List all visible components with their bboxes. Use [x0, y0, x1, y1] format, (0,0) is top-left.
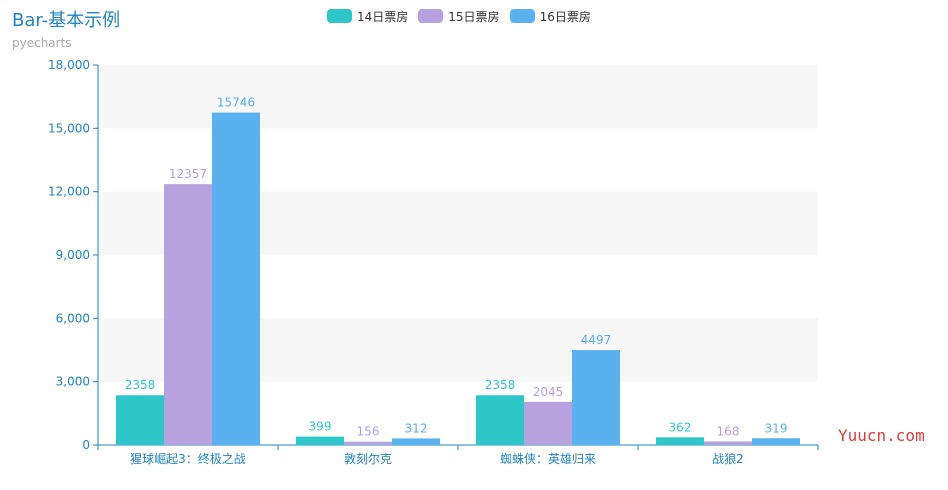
legend-label: 14日票房 [357, 9, 409, 24]
bar [524, 401, 572, 445]
bar [704, 441, 752, 445]
data-label: 2358 [485, 378, 516, 392]
x-tick-label: 猩球崛起3：终极之战 [130, 451, 246, 466]
legend-item-15[interactable]: 15日票房 [418, 8, 500, 24]
bar [656, 437, 704, 445]
grid-band [98, 65, 818, 129]
data-label: 319 [765, 421, 788, 435]
bar [392, 438, 440, 445]
data-label: 2045 [533, 385, 564, 399]
x-tick-label: 敦刻尔克 [344, 451, 392, 466]
bar [212, 112, 260, 445]
data-label: 15746 [217, 96, 255, 110]
chart-subtitle: pyecharts [12, 36, 72, 50]
x-tick-label: 蜘蛛侠：英雄归来 [500, 451, 596, 466]
legend-label: 16日票房 [539, 9, 591, 24]
bar [752, 438, 800, 445]
legend: 14日票房 15日票房 16日票房 [327, 8, 591, 24]
y-tick-label: 18,000 [48, 58, 90, 72]
data-label: 12357 [169, 167, 207, 181]
chart-title: Bar-基本示例 [12, 10, 121, 31]
y-tick-label: 15,000 [48, 121, 90, 135]
legend-swatch [327, 9, 352, 23]
y-tick-label: 6,000 [56, 311, 90, 325]
legend-swatch [418, 9, 444, 23]
data-label: 362 [669, 420, 692, 434]
legend-label: 15日票房 [448, 9, 500, 24]
y-tick-label: 12,000 [48, 185, 90, 199]
bar [296, 436, 344, 445]
y-tick-label: 3,000 [56, 375, 90, 389]
y-tick-label: 0 [82, 438, 90, 452]
watermark: Yuucn.com [838, 426, 925, 445]
bar [344, 441, 392, 445]
data-label: 2358 [125, 378, 156, 392]
data-label: 168 [717, 424, 740, 438]
data-label: 4497 [581, 333, 612, 347]
bar [164, 184, 212, 445]
x-tick-label: 战狼2 [712, 451, 744, 466]
bar [116, 395, 164, 445]
data-label: 156 [357, 425, 380, 439]
bar [572, 350, 620, 445]
bar [476, 395, 524, 445]
legend-swatch [509, 9, 535, 23]
legend-item-14[interactable]: 14日票房 [327, 8, 408, 24]
legend-item-16[interactable]: 16日票房 [509, 8, 591, 24]
y-tick-label: 9,000 [56, 248, 90, 262]
data-label: 312 [405, 421, 428, 435]
data-label: 399 [309, 420, 332, 434]
